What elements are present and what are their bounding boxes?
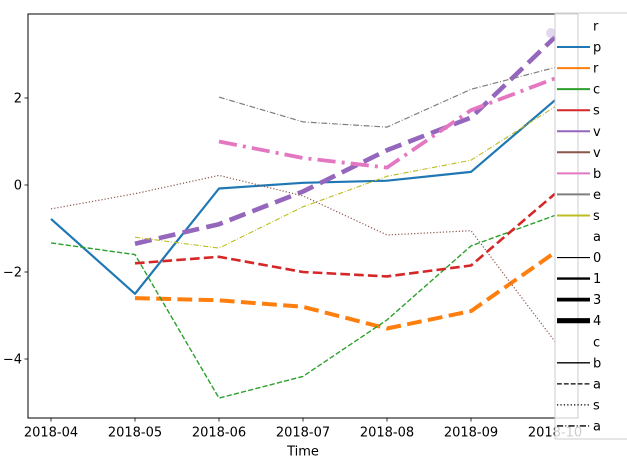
- x-tick-label: 2018-07: [276, 426, 330, 441]
- legend-title-a: a: [593, 230, 601, 245]
- legend-entry-label-s: s: [593, 209, 600, 224]
- legend-entry-label-e: e: [593, 188, 601, 203]
- legend-box: [554, 12, 627, 440]
- series-end-marker: [546, 28, 556, 38]
- legend-entry-label-c: c: [593, 83, 600, 98]
- legend-title-r: r: [593, 20, 599, 35]
- legend-entry-label-a: a: [593, 419, 601, 434]
- series-line-1-r: [134, 250, 557, 331]
- legend-entry-label-1: 1: [593, 272, 601, 287]
- legend-entry-label-v: v: [593, 146, 601, 161]
- legend-entry-label-0: 0: [593, 251, 601, 266]
- series-line-7-e: [218, 66, 556, 128]
- series-line-2-c: [50, 214, 556, 399]
- y-tick-label: 0: [14, 179, 22, 194]
- legend-entry-label-p: p: [593, 41, 601, 56]
- legend-entry-label-r: r: [593, 62, 599, 77]
- series-line-4-v: [134, 35, 557, 246]
- x-tick-label: 2018-06: [192, 426, 246, 441]
- legend-entry-label-b: b: [593, 356, 601, 371]
- legend-entry-label-b: b: [593, 167, 601, 182]
- legend-entry-label-v: v: [593, 125, 601, 140]
- legend-title-c: c: [593, 335, 600, 350]
- legend-entry-label-3: 3: [593, 293, 601, 308]
- y-tick-label: 2: [14, 92, 22, 107]
- series-line-6-b: [218, 76, 556, 170]
- legend-entry-label-4: 4: [593, 314, 601, 329]
- x-tick-label: 2018-08: [360, 426, 414, 441]
- x-tick-label: 2018-04: [24, 426, 78, 441]
- x-axis-label: Time: [286, 445, 319, 460]
- legend-entry-label-a: a: [593, 377, 601, 392]
- legend-entry-label-s: s: [593, 398, 600, 413]
- y-tick-label: −2: [3, 266, 22, 281]
- series-line-0-p: [50, 99, 556, 295]
- x-tick-label: 2018-05: [108, 426, 162, 441]
- legend-entry-label-s: s: [593, 104, 600, 119]
- series-line-8-s: [134, 106, 556, 249]
- y-tick-label: −4: [3, 353, 22, 368]
- x-tick-label: 2018-09: [444, 426, 498, 441]
- series-line-3-s: [134, 192, 556, 278]
